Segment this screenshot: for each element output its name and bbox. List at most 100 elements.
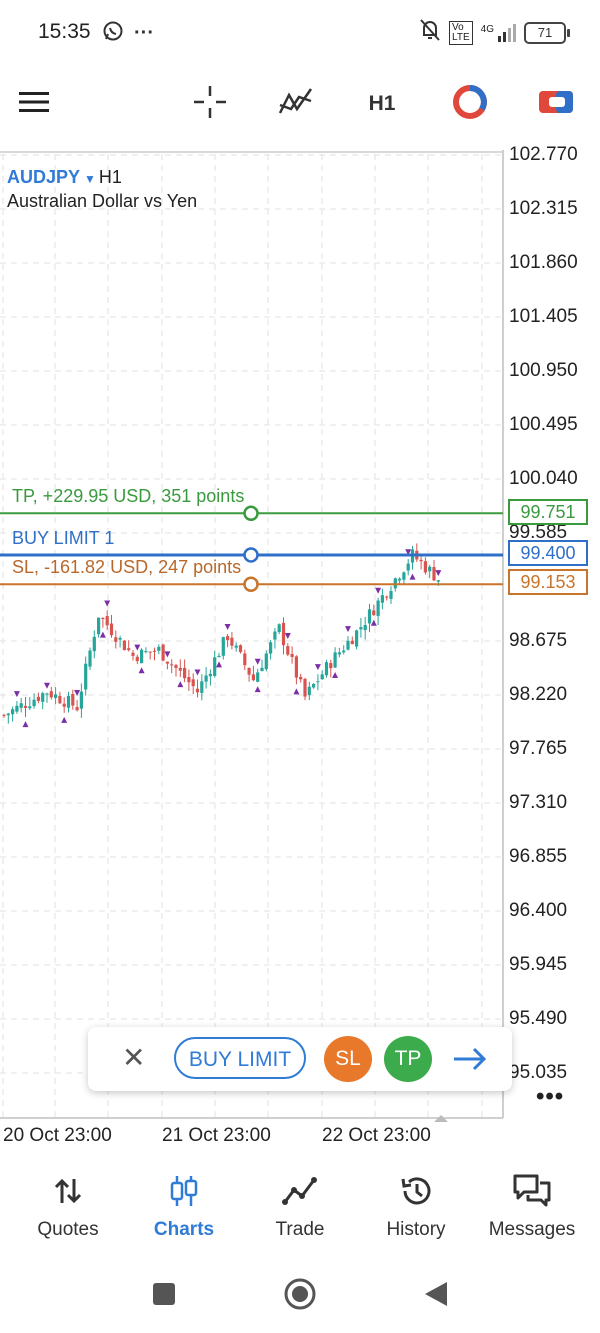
candle	[104, 600, 111, 630]
candle	[66, 691, 71, 713]
time-tick-label: 21 Oct 23:00	[162, 1125, 271, 1146]
candle	[385, 595, 389, 601]
candle	[19, 697, 23, 713]
nav-messages[interactable]: Messages	[474, 1173, 590, 1253]
candle	[350, 636, 354, 645]
candle	[247, 667, 251, 682]
candle	[22, 696, 29, 728]
candle	[415, 543, 419, 562]
candle	[367, 603, 372, 633]
candle	[97, 617, 101, 638]
buy-limit-line-handle	[243, 547, 259, 563]
candle	[284, 633, 291, 657]
crosshair-button[interactable]	[188, 84, 232, 125]
price-tick-label: 96.855	[509, 846, 568, 867]
trade-toggle-button[interactable]	[534, 86, 578, 122]
order-type-button[interactable]: BUY LIMIT	[174, 1037, 306, 1079]
chart-type-button[interactable]	[448, 84, 492, 122]
fractal-up-marker	[345, 626, 351, 633]
tp-line-label[interactable]: TP, +229.95 USD, 351 points	[12, 486, 245, 506]
candle	[320, 670, 324, 680]
candle	[88, 647, 92, 670]
fractal-up-marker	[104, 600, 111, 607]
price-tick-label: 100.040	[509, 468, 578, 489]
candle	[41, 691, 45, 710]
fractal-down-marker	[293, 688, 300, 695]
candle	[194, 669, 201, 698]
back-button[interactable]	[418, 1278, 454, 1314]
home-button[interactable]	[282, 1278, 318, 1314]
candle	[118, 635, 122, 648]
nav-history[interactable]: History	[358, 1173, 474, 1253]
arrow-right-icon	[450, 1047, 490, 1083]
close-order-button[interactable]: ✕	[122, 1041, 145, 1074]
nav-quotes[interactable]: Quotes	[10, 1173, 126, 1253]
buy-limit-line-label[interactable]: BUY LIMIT 1	[12, 528, 115, 548]
price-tick-label: 97.310	[509, 792, 568, 813]
sl-line-handle	[243, 576, 259, 593]
quotes-icon	[53, 1177, 83, 1210]
charts-icon	[169, 1174, 199, 1213]
chart-canvas[interactable]	[0, 150, 600, 1150]
candle	[11, 706, 15, 722]
candle	[61, 697, 68, 723]
candle	[380, 588, 384, 610]
candle	[208, 669, 212, 686]
nav-charts[interactable]: Charts	[126, 1173, 242, 1253]
candle	[337, 647, 341, 658]
price-tick-label: 97.765	[509, 738, 568, 759]
more-notifications-icon: ···	[134, 22, 154, 44]
fractal-up-marker	[194, 669, 201, 676]
candle	[13, 691, 20, 714]
price-tick-label: 98.675	[509, 630, 568, 651]
tp-line	[0, 505, 503, 522]
candle	[131, 650, 135, 661]
fractal-down-marker	[254, 686, 261, 693]
candle	[432, 559, 436, 582]
crosshair-icon	[192, 84, 228, 125]
fractal-up-marker	[435, 570, 442, 577]
candle	[200, 674, 204, 701]
triangle-back-icon	[423, 1280, 449, 1313]
symbol-description: Australian Dollar vs Yen	[7, 191, 198, 211]
price-tick-label: 95.035	[509, 1062, 568, 1083]
price-chart[interactable]: AUDJPY ▼ H1 Australian Dollar vs Yen 102.7…	[0, 144, 600, 1150]
candle	[174, 663, 178, 677]
candle	[329, 659, 333, 678]
sl-button[interactable]: SL	[324, 1036, 372, 1082]
buy-limit-price-tag: 99.400	[508, 540, 588, 566]
candle	[164, 651, 171, 670]
fractal-up-marker	[375, 587, 382, 594]
fractal-down-marker	[22, 721, 29, 728]
fractal-up-marker	[164, 651, 171, 658]
symbol-dropdown-icon[interactable]: ▼	[84, 172, 96, 186]
symbol-timeframe: H1	[98, 167, 122, 187]
nav-trade[interactable]: Trade	[242, 1173, 358, 1253]
nav-trade-label: Trade	[275, 1219, 325, 1240]
tp-price-tag: 99.751	[508, 499, 588, 525]
fractal-down-marker	[177, 681, 184, 688]
fractal-up-marker	[74, 690, 81, 697]
price-tick-label: 99.585	[509, 522, 568, 543]
trade-icon	[282, 1176, 318, 1211]
candle	[260, 659, 264, 672]
system-navigation	[0, 1260, 600, 1330]
recent-apps-button[interactable]	[146, 1278, 182, 1314]
indicators-button[interactable]	[274, 86, 318, 122]
symbol-name[interactable]: AUDJPY	[7, 167, 81, 187]
nav-messages-label: Messages	[488, 1219, 576, 1240]
sl-line-label[interactable]: SL, -161.82 USD, 247 points	[12, 557, 242, 577]
candle	[342, 645, 346, 655]
battery-indicator: 71	[524, 21, 570, 44]
candle	[375, 587, 382, 625]
place-order-button[interactable]	[450, 1039, 490, 1084]
candle	[213, 650, 217, 678]
volte-icon: Vo LTE	[449, 20, 473, 45]
symbol-header[interactable]: AUDJPY ▼ H1	[7, 167, 122, 188]
candle	[204, 667, 208, 689]
more-options-icon[interactable]: •••	[536, 1083, 565, 1110]
menu-button[interactable]	[12, 86, 56, 122]
candle	[74, 690, 81, 712]
timeframe-button[interactable]: H1	[368, 92, 396, 115]
tp-button[interactable]: TP	[384, 1036, 432, 1082]
